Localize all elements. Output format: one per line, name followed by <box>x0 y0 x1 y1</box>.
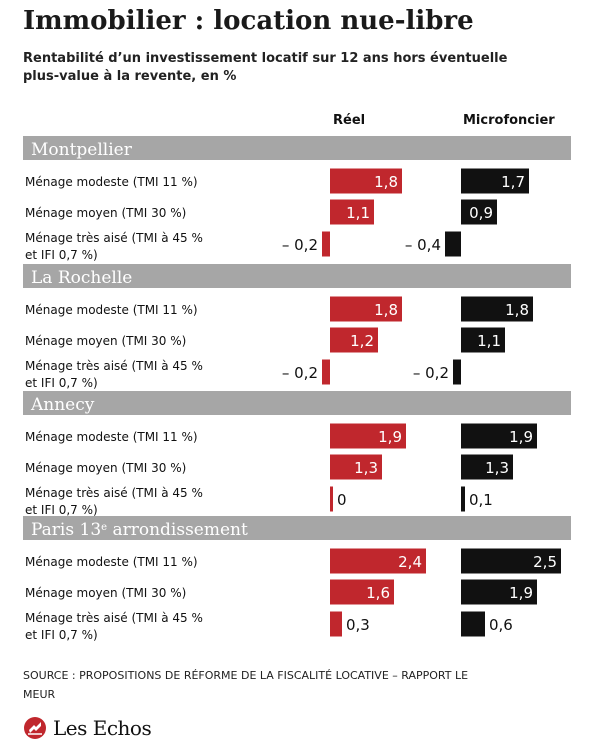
row-label: et IFI 0,7 %) <box>25 376 98 390</box>
bar-reel <box>330 611 342 637</box>
legend-microfoncier: Microfoncier <box>463 113 555 128</box>
row-label: Ménage modeste (TMI 11 %) <box>25 303 198 317</box>
bar-reel <box>330 327 378 353</box>
value-label: 1,8 <box>505 301 529 319</box>
bar-microfoncier <box>453 359 461 385</box>
bar-chart: Réel Microfoncier Montpellier Ménage modest… <box>23 113 571 642</box>
row-label: Ménage très aisé (TMI à 45 % <box>25 231 203 245</box>
bar-reel <box>322 231 330 257</box>
row-label: Ménage modeste (TMI 11 %) <box>25 430 198 444</box>
bar-reel <box>330 548 426 574</box>
row-label: Ménage moyen (TMI 30 %) <box>25 334 186 348</box>
group-title: Montpellier <box>31 140 133 160</box>
bar-reel <box>330 423 406 449</box>
bar-reel <box>330 454 382 480</box>
row-label: Ménage modeste (TMI 11 %) <box>25 555 198 569</box>
value-label: – 0,4 <box>405 236 441 254</box>
row-label: et IFI 0,7 %) <box>25 503 98 517</box>
row-label: Ménage moyen (TMI 30 %) <box>25 461 186 475</box>
legend-reel: Réel <box>333 113 365 128</box>
bar-reel <box>330 486 333 512</box>
row-label: et IFI 0,7 %) <box>25 628 98 642</box>
value-label: 0,1 <box>469 491 493 509</box>
bar-reel <box>330 168 402 194</box>
row-label: Ménage très aisé (TMI à 45 % <box>25 486 203 500</box>
value-label: 1,8 <box>374 173 398 191</box>
value-label: 1,2 <box>350 332 374 350</box>
value-label: – 0,2 <box>282 364 318 382</box>
value-label: 1,6 <box>366 584 390 602</box>
value-label: 2,4 <box>398 553 422 571</box>
bar-microfoncier <box>461 454 513 480</box>
value-label: 1,8 <box>374 301 398 319</box>
row-label: Ménage très aisé (TMI à 45 % <box>25 611 203 625</box>
bar-reel <box>330 296 402 322</box>
source-note: SOURCE : PROPOSITIONS DE RÉFORME DE LA F… <box>23 669 469 701</box>
group-title: Annecy <box>30 395 95 415</box>
bar-reel <box>330 579 394 605</box>
chart-subtitle: Rentabilité d’un investissement locatif … <box>23 51 508 84</box>
value-label: 1,9 <box>509 584 533 602</box>
brand-name: Les Echos <box>53 716 152 740</box>
value-label: 1,9 <box>378 428 402 446</box>
row-label: Ménage modeste (TMI 11 %) <box>25 175 198 189</box>
group-header-bar <box>23 391 571 415</box>
group-title: Paris 13e arrondissement <box>31 520 248 540</box>
value-label: 2,5 <box>533 553 557 571</box>
value-label: 1,3 <box>485 459 509 477</box>
bar-microfoncier <box>461 579 537 605</box>
bar-microfoncier <box>461 423 537 449</box>
bar-microfoncier <box>461 168 529 194</box>
value-label: 1,1 <box>477 332 501 350</box>
row-label: Ménage moyen (TMI 30 %) <box>25 586 186 600</box>
bar-microfoncier <box>461 296 533 322</box>
chart-title: Immobilier : location nue-libre <box>23 6 474 36</box>
row-label: Ménage moyen (TMI 30 %) <box>25 206 186 220</box>
les-echos-emblem-icon <box>24 717 46 739</box>
group-header-bar <box>23 516 571 540</box>
value-label: 1,1 <box>346 204 370 222</box>
row-label: Ménage très aisé (TMI à 45 % <box>25 359 203 373</box>
value-label: 0,6 <box>489 616 513 634</box>
bar-microfoncier <box>461 611 485 637</box>
value-label: 0,9 <box>469 204 493 222</box>
bar-reel <box>330 199 374 225</box>
group-header-bar <box>23 264 571 288</box>
brand-logo: Les Echos <box>23 712 152 744</box>
value-label: – 0,2 <box>282 236 318 254</box>
value-label: 0,3 <box>346 616 370 634</box>
group-title: La Rochelle <box>31 268 132 288</box>
value-label: 0 <box>337 491 347 509</box>
bar-microfoncier <box>461 486 465 512</box>
bar-microfoncier <box>461 199 497 225</box>
value-label: 1,9 <box>509 428 533 446</box>
bar-microfoncier <box>445 231 461 257</box>
value-label: – 0,2 <box>413 364 449 382</box>
bar-microfoncier <box>461 548 561 574</box>
bar-microfoncier <box>461 327 505 353</box>
bar-reel <box>322 359 330 385</box>
row-label: et IFI 0,7 %) <box>25 248 98 262</box>
value-label: 1,3 <box>354 459 378 477</box>
group-header-bar <box>23 136 571 160</box>
value-label: 1,7 <box>501 173 525 191</box>
